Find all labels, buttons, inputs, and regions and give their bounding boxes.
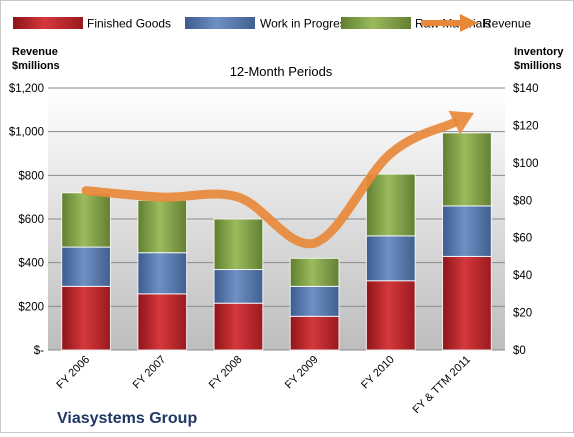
right-tick-label: $80 <box>513 195 532 207</box>
left-axis-title-line1: Revenue <box>12 46 58 58</box>
bar-work-in-progress-fy-2009 <box>289 285 340 317</box>
company-name: Viasystems Group <box>57 410 197 427</box>
left-tick-label: $1,000 <box>9 127 44 139</box>
left-tick-label: $400 <box>18 258 44 270</box>
revenue-arrowhead <box>448 110 475 135</box>
left-tick-label: $- <box>34 345 44 357</box>
left-axis-title-line2: $millions <box>12 60 60 72</box>
bar-work-in-progress-fy-2006 <box>61 246 111 287</box>
legend: Finished Goods Work in Progress Raw Mate… <box>13 14 531 32</box>
bar-work-in-progress-fy-2007 <box>137 252 188 295</box>
legend-arrowhead-revenue <box>460 14 478 32</box>
bar-raw-materials-fy-2007 <box>137 199 188 254</box>
bar-work-in-progress-fy-2010 <box>365 235 416 282</box>
legend-swatch-work-in-progress <box>185 17 255 29</box>
bar-work-in-progress-fy-ttm-2011 <box>442 205 492 257</box>
legend-label-finished-goods: Finished Goods <box>87 17 171 31</box>
legend-swatch-finished-goods <box>13 17 83 29</box>
right-tick-label: $100 <box>513 158 539 170</box>
x-tick-label: FY 2010 <box>359 354 397 392</box>
left-tick-label: $800 <box>18 170 44 182</box>
bar-finished-goods-fy-2008 <box>213 302 264 351</box>
right-axis-ticks: $0 $20 $40 $60 $80 $100 $120 $140 <box>513 83 539 357</box>
right-tick-label: $0 <box>513 345 526 357</box>
bar-raw-materials-fy-2008 <box>213 218 264 271</box>
right-tick-label: $40 <box>513 270 532 282</box>
right-axis-title-line1: Inventory <box>514 46 564 58</box>
chart-subtitle: 12-Month Periods <box>230 64 333 79</box>
legend-swatch-raw-materials <box>341 17 411 29</box>
right-tick-label: $120 <box>513 120 539 132</box>
right-tick-label: $60 <box>513 233 532 245</box>
bars <box>61 132 492 351</box>
bar-finished-goods-fy-2010 <box>365 280 416 351</box>
legend-label-work-in-progress: Work in Progress <box>260 17 352 31</box>
bar-raw-materials-fy-ttm-2011 <box>442 132 492 207</box>
revenue-line <box>81 118 459 249</box>
bar-finished-goods-fy-2006 <box>61 285 111 351</box>
bar-work-in-progress-fy-2008 <box>213 269 264 304</box>
legend-label-revenue: Revenue <box>483 17 531 31</box>
x-tick-label: FY & TTM 2011 <box>411 354 474 417</box>
left-axis-ticks: $- $200 $400 $600 $800 $1,000 $1,200 <box>9 83 44 357</box>
right-tick-label: $140 <box>513 83 539 95</box>
x-tick-label: FY 2008 <box>207 354 245 392</box>
x-tick-label: FY 2006 <box>54 354 92 392</box>
bar-finished-goods-fy-2009 <box>289 315 340 351</box>
x-axis-ticks: FY 2006 FY 2007 FY 2008 FY 2009 FY 2010 FY & … <box>54 354 473 417</box>
right-axis-title-line2: $millions <box>514 60 562 72</box>
right-tick-label: $20 <box>513 308 532 320</box>
bar-finished-goods-fy-2007 <box>137 293 188 351</box>
left-tick-label: $600 <box>18 214 44 226</box>
bar-raw-materials-fy-2006 <box>61 192 111 248</box>
left-tick-label: $200 <box>18 301 44 313</box>
bar-raw-materials-fy-2009 <box>289 257 340 287</box>
left-tick-label: $1,200 <box>9 83 44 95</box>
x-tick-label: FY 2007 <box>131 354 169 392</box>
revenue-line-series <box>81 110 475 249</box>
x-tick-label: FY 2009 <box>283 354 321 392</box>
bar-raw-materials-fy-2010 <box>365 173 416 237</box>
bar-finished-goods-fy-ttm-2011 <box>442 255 492 351</box>
